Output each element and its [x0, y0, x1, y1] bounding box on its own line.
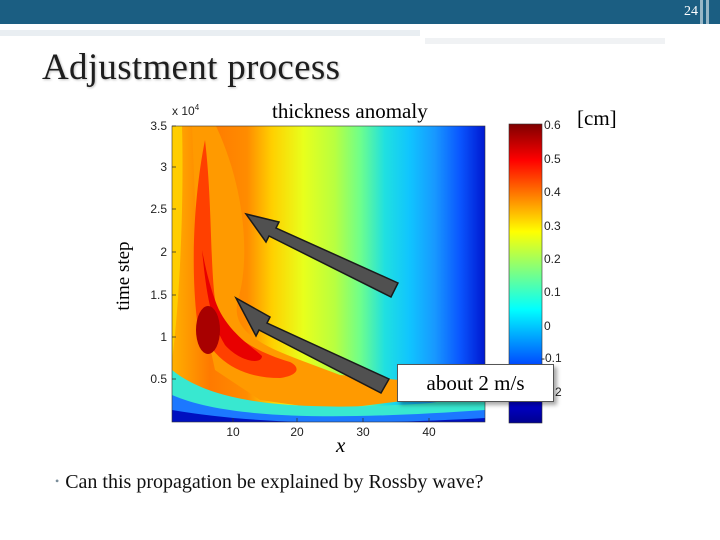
colorbar-tick-label: 0 — [544, 319, 551, 333]
propagation-arrow — [234, 296, 391, 394]
colorbar-tick-label: 0.1 — [544, 285, 561, 299]
y-tick-label: 3 — [160, 160, 167, 174]
y-tick-label: 3.5 — [150, 119, 167, 133]
contour-band — [172, 370, 485, 422]
plot-title: thickness anomaly — [272, 99, 428, 123]
colorbar-tick-label: 0.4 — [544, 185, 561, 199]
slide-title: Adjustment process — [42, 47, 341, 88]
contour-band — [172, 410, 485, 422]
y-scale-factor: x 104 — [172, 103, 200, 118]
y-tick-label: 2 — [160, 245, 167, 259]
colorbar-tick-label: 0.3 — [544, 219, 561, 233]
colorbar-tick-label: 0.5 — [544, 152, 561, 166]
x-axis-label: x — [336, 433, 346, 457]
speed-callout: about 2 m/s — [397, 364, 554, 402]
colorbar-tick-label: 0.6 — [544, 118, 561, 132]
y-tick-label: 0.5 — [150, 372, 167, 386]
colorbar-tick-label: -0.1 — [541, 351, 562, 365]
contour-band — [192, 126, 410, 410]
bullet-icon: • — [55, 474, 60, 488]
axis-ticks — [172, 125, 430, 422]
banner-stripe — [706, 0, 709, 24]
contour-band — [202, 250, 262, 361]
x-tick-label: 40 — [422, 425, 436, 439]
decorative-rule — [0, 30, 420, 36]
x-tick-label: 10 — [226, 425, 240, 439]
y-tick-label: 1.5 — [150, 288, 167, 302]
contour-band — [196, 306, 220, 354]
x-tick-label: 20 — [290, 425, 304, 439]
plot-frame — [171, 125, 486, 423]
y-tick-label: 2.5 — [150, 202, 167, 216]
colorbar-unit: [cm] — [577, 106, 617, 130]
bullet-item: • Can this propagation be explained by Ro… — [55, 471, 483, 494]
colorbar-tick-label: 0.2 — [544, 252, 561, 266]
page-number: 24 — [684, 4, 698, 19]
y-tick-label: 1 — [160, 330, 167, 344]
banner-stripe — [700, 0, 703, 24]
propagation-arrow — [244, 212, 400, 299]
x-tick-label: 30 — [356, 425, 370, 439]
contour-band — [172, 395, 485, 422]
decorative-rule — [425, 38, 665, 44]
top-banner: 24 — [0, 0, 720, 24]
contour-band — [172, 126, 183, 360]
bullet-text: Can this propagation be explained by Ros… — [65, 471, 484, 493]
